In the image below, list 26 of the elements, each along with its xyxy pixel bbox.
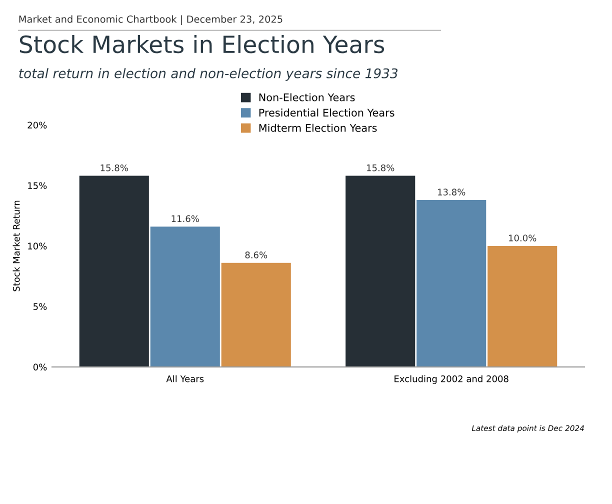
bar (488, 246, 558, 367)
bar (416, 200, 486, 367)
y-tick-label: 10% (28, 242, 47, 250)
legend-label: Midterm Election Years (259, 124, 377, 132)
y-tick-label: 0% (33, 364, 47, 370)
y-tick-label: 15% (28, 182, 47, 190)
y-tick-label: 5% (34, 303, 47, 310)
legend-label: Presidential Election Years (259, 108, 394, 117)
bar (150, 226, 220, 367)
chart-subtitle: total return in election and non-election years since 1933 (19, 68, 398, 81)
y-tick-label: 20% (28, 122, 47, 129)
x-tick-label: All Years (166, 375, 204, 382)
data-label: 15.8% (100, 164, 128, 172)
data-label: 11.6% (172, 215, 199, 222)
data-label: 8.6% (245, 252, 268, 258)
legend-label: Non-Election Years (259, 93, 355, 102)
x-tick-label: Excluding 2002 and 2008 (394, 375, 508, 384)
bar (346, 176, 416, 367)
y-axis-title: Stock Market Return (12, 200, 20, 292)
data-label: 15.8% (367, 164, 394, 172)
text: Market and Economic Chartbook | December 23, 2025 (19, 15, 282, 25)
bar (221, 262, 291, 367)
chart-title: Stock Markets in Election Years (20, 34, 384, 54)
bar (79, 176, 149, 367)
data-label: 10.0% (508, 234, 536, 242)
data-label: 13.8% (438, 188, 466, 196)
